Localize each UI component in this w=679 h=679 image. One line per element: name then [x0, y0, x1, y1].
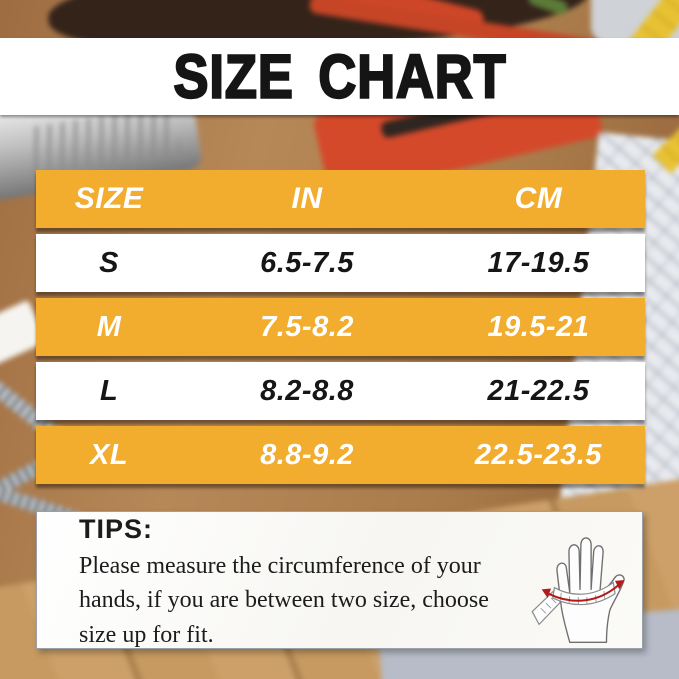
column-header-in: IN [291, 182, 323, 215]
size-cell: M [96, 310, 122, 343]
in-cell: 7.5-8.2 [260, 310, 354, 343]
column-header-cm: CM [514, 182, 563, 215]
table-row-s: S 6.5-7.5 17-19.5 [36, 234, 645, 292]
cm-cell: 21-22.5 [487, 374, 590, 407]
column-header-size: SIZE [74, 182, 144, 215]
in-cell: 6.5-7.5 [260, 246, 354, 279]
tips-text-block: TIPS: Please measure the circumference o… [37, 508, 530, 651]
tips-body: Please measure the circumference of your… [79, 553, 489, 648]
size-table: SIZE IN CM S 6.5-7.5 17-19.5 M 7.5-8.2 1… [36, 170, 645, 490]
size-cell: L [99, 374, 119, 407]
cm-cell: 17-19.5 [487, 246, 590, 279]
size-cell: XL [90, 438, 129, 471]
table-header-row: SIZE IN CM [36, 170, 645, 228]
tips-panel: TIPS: Please measure the circumference o… [36, 511, 643, 649]
hand-measure-illustration [530, 516, 642, 644]
tips-heading: TIPS: [79, 514, 154, 545]
cm-cell: 19.5-21 [487, 310, 590, 343]
title-banner: SIZE CHART [0, 38, 679, 115]
cm-cell: 22.5-23.5 [474, 438, 602, 471]
in-cell: 8.8-9.2 [260, 438, 354, 471]
size-cell: S [99, 246, 119, 279]
in-cell: 8.2-8.8 [260, 374, 354, 407]
table-row-l: L 8.2-8.8 21-22.5 [36, 362, 645, 420]
table-row-m: M 7.5-8.2 19.5-21 [36, 298, 645, 356]
hand-measure-icon [531, 537, 625, 643]
table-row-xl: XL 8.8-9.2 22.5-23.5 [36, 426, 645, 484]
page-title: SIZE CHART [172, 41, 507, 112]
